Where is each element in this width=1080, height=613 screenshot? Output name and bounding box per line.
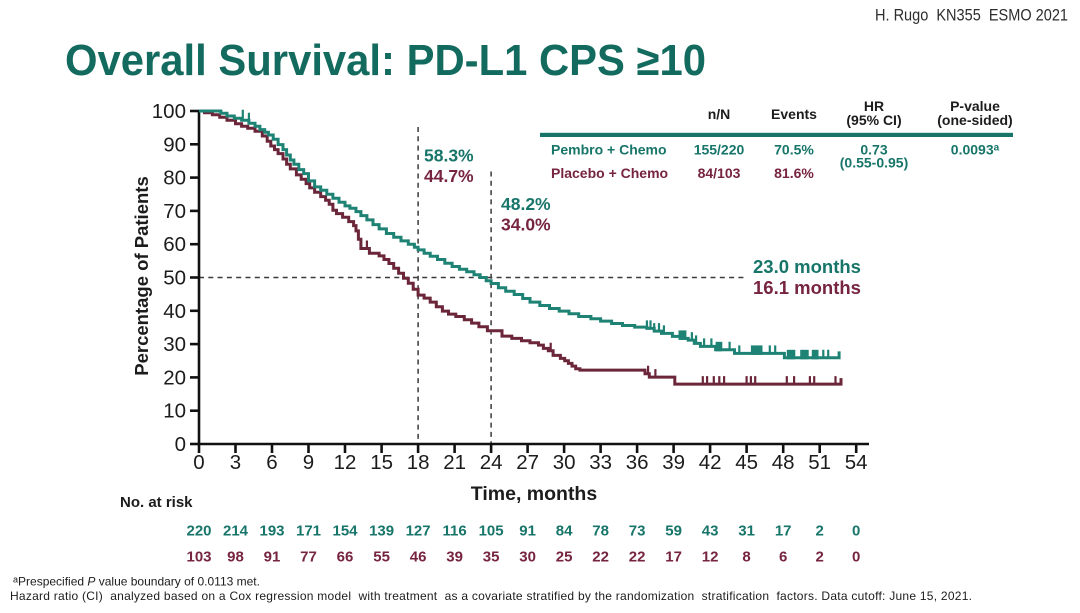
svg-text:17: 17: [775, 523, 792, 540]
svg-text:0.0093a: 0.0093a: [951, 142, 1000, 158]
svg-text:40: 40: [163, 300, 186, 323]
svg-text:8: 8: [742, 549, 750, 566]
svg-text:12: 12: [334, 451, 357, 474]
svg-text:81.6%: 81.6%: [774, 165, 814, 181]
svg-text:Placebo + Chemo: Placebo + Chemo: [551, 165, 668, 181]
svg-text:45: 45: [735, 451, 758, 474]
svg-text:33: 33: [589, 451, 612, 474]
svg-text:77: 77: [300, 549, 317, 566]
svg-text:2: 2: [816, 549, 824, 566]
svg-text:31: 31: [738, 523, 755, 540]
svg-text:30: 30: [519, 549, 536, 566]
svg-text:66: 66: [337, 549, 354, 566]
svg-text:30: 30: [553, 451, 576, 474]
svg-text:22: 22: [592, 549, 609, 566]
svg-text:aPrespecified P value boundary: aPrespecified P value boundary of 0.0113…: [13, 575, 260, 589]
svg-text:H. Rugo KN355 ESMO 2021: H. Rugo KN355 ESMO 2021: [875, 7, 1068, 25]
svg-text:No. at risk: No. at risk: [120, 494, 193, 511]
svg-text:100: 100: [152, 100, 186, 123]
svg-text:0: 0: [193, 451, 204, 474]
svg-text:16.1 months: 16.1 months: [753, 277, 861, 298]
svg-text:116: 116: [442, 523, 466, 540]
svg-text:48: 48: [772, 451, 795, 474]
svg-text:91: 91: [519, 523, 536, 540]
svg-text:60: 60: [163, 233, 186, 256]
svg-text:39: 39: [446, 549, 463, 566]
svg-text:(95% CI): (95% CI): [846, 112, 901, 128]
svg-text:10: 10: [163, 400, 186, 423]
svg-text:48.2%: 48.2%: [501, 194, 551, 214]
svg-text:3: 3: [230, 451, 241, 474]
svg-text:90: 90: [163, 133, 186, 156]
svg-text:91: 91: [264, 549, 281, 566]
svg-text:Events: Events: [771, 106, 817, 122]
svg-text:Pembro + Chemo: Pembro + Chemo: [551, 142, 667, 158]
svg-text:20: 20: [163, 366, 186, 389]
svg-text:P-value: P-value: [950, 98, 1000, 114]
svg-text:78: 78: [592, 523, 609, 540]
svg-text:43: 43: [702, 523, 719, 540]
svg-text:155/220: 155/220: [694, 142, 745, 158]
svg-text:139: 139: [369, 523, 394, 540]
svg-text:220: 220: [186, 523, 211, 540]
svg-text:103: 103: [186, 549, 211, 566]
svg-text:23.0 months: 23.0 months: [753, 256, 861, 277]
svg-text:27: 27: [516, 451, 539, 474]
svg-text:80: 80: [163, 167, 186, 190]
svg-text:50: 50: [163, 267, 186, 290]
svg-text:25: 25: [556, 549, 573, 566]
svg-text:0: 0: [852, 549, 860, 566]
svg-text:22: 22: [629, 549, 646, 566]
svg-text:9: 9: [303, 451, 314, 474]
svg-text:(0.55-0.95): (0.55-0.95): [840, 155, 908, 171]
svg-text:Hazard ratio (CI) analyzed ba: Hazard ratio (CI) analyzed based on a Co…: [10, 589, 972, 603]
svg-text:15: 15: [370, 451, 393, 474]
svg-text:51: 51: [808, 451, 831, 474]
svg-text:59: 59: [665, 523, 682, 540]
svg-text:39: 39: [662, 451, 685, 474]
svg-text:24: 24: [480, 451, 503, 474]
svg-text:70: 70: [163, 200, 186, 223]
svg-text:171: 171: [296, 523, 321, 540]
svg-text:44.7%: 44.7%: [424, 166, 474, 186]
svg-text:54: 54: [845, 451, 868, 474]
svg-text:HR: HR: [864, 98, 884, 114]
svg-text:0.73: 0.73: [860, 142, 887, 158]
svg-text:154: 154: [332, 523, 358, 540]
svg-text:30: 30: [163, 333, 186, 356]
svg-text:73: 73: [629, 523, 646, 540]
svg-text:127: 127: [406, 523, 431, 540]
svg-text:84: 84: [556, 523, 573, 540]
svg-text:17: 17: [665, 549, 682, 566]
svg-text:35: 35: [483, 549, 500, 566]
svg-text:34.0%: 34.0%: [501, 215, 551, 235]
svg-text:214: 214: [223, 523, 249, 540]
svg-text:58.3%: 58.3%: [424, 146, 474, 166]
svg-text:36: 36: [626, 451, 649, 474]
svg-text:18: 18: [407, 451, 430, 474]
svg-text:105: 105: [479, 523, 504, 540]
svg-text:98: 98: [227, 549, 244, 566]
svg-text:2: 2: [816, 523, 824, 540]
svg-text:21: 21: [443, 451, 466, 474]
svg-text:6: 6: [779, 549, 787, 566]
svg-text:(one-sided): (one-sided): [937, 112, 1012, 128]
svg-text:0: 0: [175, 433, 186, 456]
svg-text:0: 0: [852, 523, 860, 540]
svg-text:Overall Survival: PD-L1 CPS ≥1: Overall Survival: PD-L1 CPS ≥10: [65, 37, 706, 85]
svg-text:55: 55: [373, 549, 390, 566]
svg-text:84/103: 84/103: [698, 165, 741, 181]
svg-text:n/N: n/N: [708, 106, 731, 122]
svg-text:12: 12: [702, 549, 719, 566]
svg-text:Percentage of Patients: Percentage of Patients: [131, 176, 152, 375]
svg-text:70.5%: 70.5%: [774, 142, 814, 158]
svg-text:42: 42: [699, 451, 722, 474]
svg-text:193: 193: [259, 523, 284, 540]
svg-text:46: 46: [410, 549, 427, 566]
svg-text:6: 6: [266, 451, 277, 474]
svg-text:Time, months: Time, months: [471, 483, 598, 505]
